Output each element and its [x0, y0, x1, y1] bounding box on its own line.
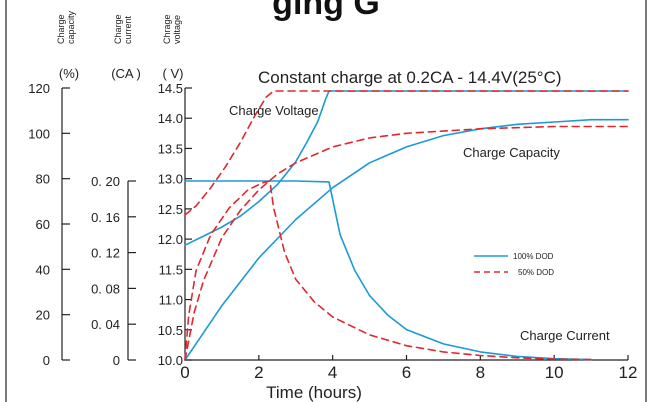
capacity-axis-title-line-1: Charge — [56, 14, 66, 44]
capacity-tick-label: 80 — [36, 172, 50, 187]
capacity-100-dod-line — [184, 118, 629, 361]
x-tick-label: 10 — [545, 363, 564, 382]
x-axis-label: Time (hours) — [266, 383, 362, 402]
x-tick-label: 4 — [328, 363, 337, 382]
annotation-charge-current: Charge Current — [520, 328, 610, 343]
current-tick-label: 0. 08 — [91, 281, 120, 296]
voltage-tick-label: 10.5 — [158, 323, 183, 338]
voltage-axis-title-line-1: Chrage — [162, 14, 172, 44]
capacity-axis: 0 20 40 60 80 100 120 — [28, 81, 70, 368]
x-tick-label: 0 — [180, 363, 189, 382]
voltage-tick-label: 12.0 — [158, 232, 183, 247]
annotation-charge-capacity: Charge Capacity — [463, 145, 560, 160]
x-axis-ticks: 0 2 4 6 8 10 12 — [180, 355, 637, 382]
chart-title: Constant charge at 0.2CA - 14.4V(25°C) — [258, 68, 562, 87]
voltage-tick-label: 14.0 — [158, 111, 183, 126]
voltage-tick-label: 13.5 — [158, 141, 183, 156]
capacity-tick-label: 0 — [43, 353, 50, 368]
capacity-tick-label: 100 — [28, 126, 50, 141]
header-fragment: ging G — [272, 0, 380, 22]
voltage-tick-label: 11.5 — [159, 262, 183, 277]
series-layer — [184, 90, 629, 361]
current-axis-title-line-2: current — [123, 15, 133, 44]
current-tick-label: 0. 16 — [91, 210, 120, 225]
current-tick-label: 0. 04 — [91, 317, 120, 332]
legend-label-100-dod: 100% DOD — [513, 252, 554, 261]
current-tick-label: 0. 20 — [91, 174, 120, 189]
voltage-tick-label: 11.0 — [159, 293, 183, 308]
capacity-axis-title-line-2: capacity — [66, 10, 76, 44]
voltage-axis-unit: ( V) — [163, 66, 184, 81]
x-tick-label: 8 — [476, 363, 485, 382]
current-axis: 0 0. 04 0. 08 0. 12 0. 16 0. 20 — [91, 174, 136, 368]
voltage-axis: 10.0 10.5 11.0 11.5 12.0 12.5 13.0 13.5 14.0 14.5 — [158, 81, 192, 368]
legend-label-50-dod: 50% DOD — [518, 268, 554, 277]
current-tick-label: 0. 12 — [91, 246, 120, 261]
x-tick-label: 6 — [402, 363, 411, 382]
voltage-tick-label: 12.5 — [158, 202, 183, 217]
capacity-50-dod-line — [184, 125, 629, 361]
voltage-tick-label: 14.5 — [158, 81, 183, 96]
capacity-tick-label: 120 — [28, 81, 50, 96]
x-tick-label: 12 — [619, 363, 638, 382]
current-tick-label: 0 — [113, 353, 120, 368]
capacity-tick-label: 60 — [36, 217, 50, 232]
voltage-tick-label: 10.0 — [158, 353, 183, 368]
capacity-tick-label: 40 — [36, 262, 50, 277]
annotation-charge-voltage: Charge Voltage — [229, 103, 319, 118]
voltage-axis-title-line-2: voltage — [172, 15, 182, 44]
current-50-dod-line — [184, 180, 592, 361]
x-tick-label: 2 — [254, 363, 263, 382]
legend: 100% DOD 50% DOD — [474, 252, 554, 277]
current-axis-unit: (CA ) — [111, 66, 141, 81]
capacity-tick-label: 20 — [36, 308, 50, 323]
current-axis-title-line-1: Charge — [113, 14, 123, 44]
capacity-axis-unit: (%) — [59, 66, 79, 81]
current-100-dod-line — [184, 180, 592, 361]
voltage-50-dod-line — [184, 90, 629, 216]
voltage-tick-label: 13.0 — [158, 172, 183, 187]
